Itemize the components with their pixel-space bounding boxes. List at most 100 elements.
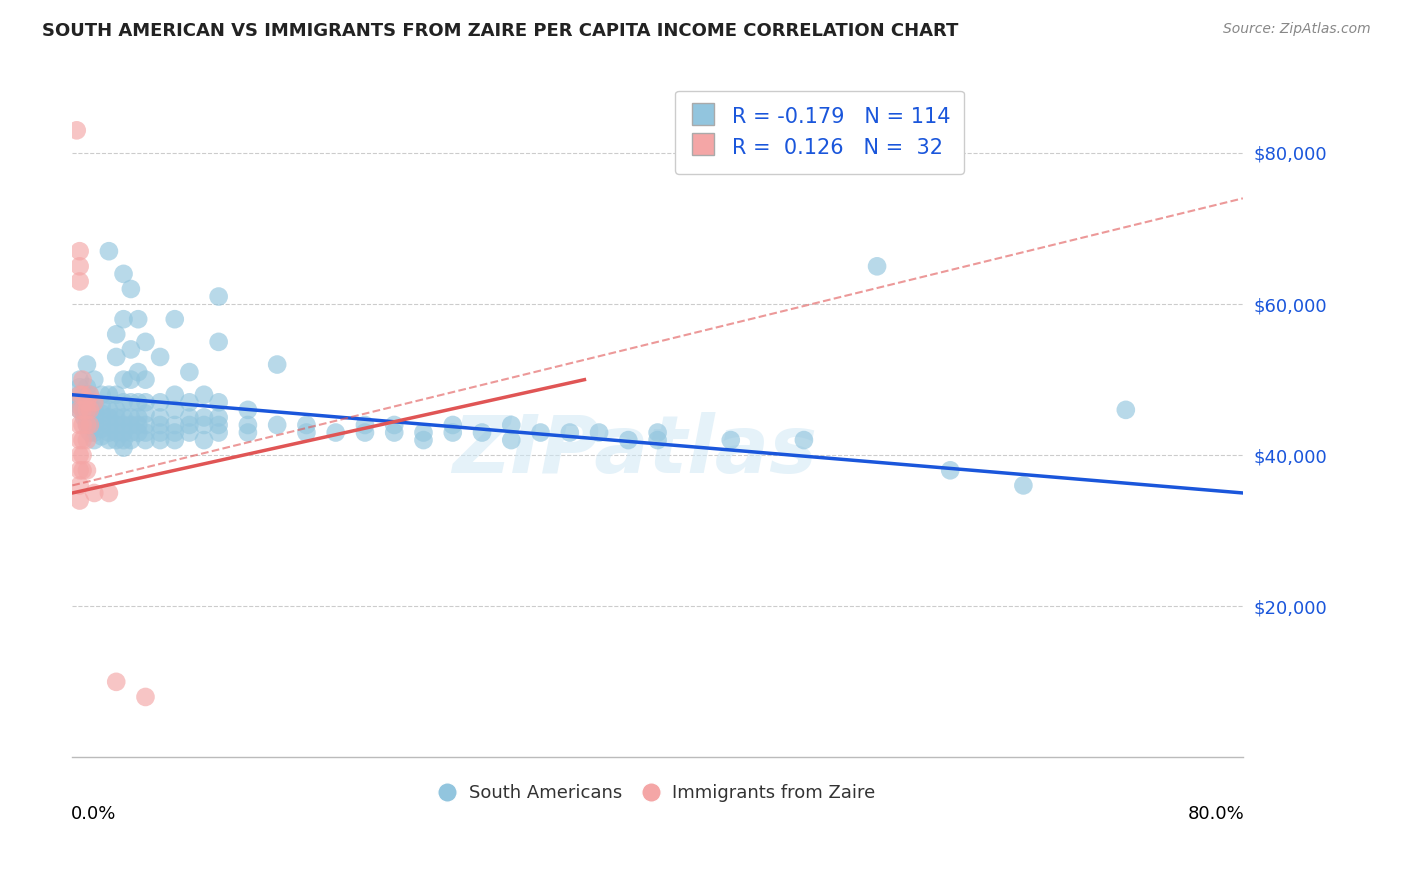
Point bbox=[79, 417, 101, 432]
Point bbox=[193, 410, 215, 425]
Point bbox=[558, 425, 581, 440]
Point bbox=[72, 402, 94, 417]
Point bbox=[72, 448, 94, 462]
Point bbox=[179, 365, 201, 379]
Point bbox=[76, 417, 98, 432]
Point bbox=[236, 417, 259, 432]
Point bbox=[69, 399, 91, 413]
Point bbox=[149, 417, 172, 432]
Point bbox=[163, 425, 186, 440]
Point bbox=[76, 433, 98, 447]
Point bbox=[647, 425, 669, 440]
Point bbox=[69, 463, 91, 477]
Point bbox=[105, 674, 128, 689]
Point bbox=[76, 380, 98, 394]
Point bbox=[76, 410, 98, 425]
Point bbox=[354, 417, 377, 432]
Point bbox=[83, 402, 105, 417]
Point bbox=[120, 373, 142, 387]
Point bbox=[939, 463, 962, 477]
Point bbox=[90, 414, 112, 428]
Point bbox=[112, 433, 135, 447]
Point bbox=[97, 417, 120, 432]
Point bbox=[793, 433, 815, 447]
Point bbox=[134, 395, 156, 409]
Point bbox=[97, 433, 120, 447]
Point bbox=[97, 244, 120, 259]
Point bbox=[120, 425, 142, 440]
Point bbox=[76, 417, 98, 432]
Point bbox=[76, 388, 98, 402]
Point bbox=[149, 425, 172, 440]
Point bbox=[97, 425, 120, 440]
Point bbox=[382, 417, 405, 432]
Point bbox=[720, 433, 742, 447]
Point bbox=[501, 433, 523, 447]
Point bbox=[69, 395, 91, 409]
Point bbox=[69, 402, 91, 417]
Point bbox=[79, 399, 101, 413]
Point bbox=[647, 433, 669, 447]
Point bbox=[69, 392, 91, 406]
Point bbox=[179, 395, 201, 409]
Point bbox=[208, 334, 231, 349]
Point bbox=[72, 373, 94, 387]
Point bbox=[120, 433, 142, 447]
Point bbox=[97, 486, 120, 500]
Point bbox=[83, 373, 105, 387]
Point bbox=[90, 422, 112, 436]
Point bbox=[90, 399, 112, 413]
Point bbox=[72, 388, 94, 402]
Point bbox=[193, 433, 215, 447]
Text: 80.0%: 80.0% bbox=[1187, 805, 1244, 823]
Text: SOUTH AMERICAN VS IMMIGRANTS FROM ZAIRE PER CAPITA INCOME CORRELATION CHART: SOUTH AMERICAN VS IMMIGRANTS FROM ZAIRE … bbox=[42, 22, 959, 40]
Point bbox=[76, 463, 98, 477]
Point bbox=[120, 343, 142, 357]
Point bbox=[529, 425, 551, 440]
Point bbox=[83, 425, 105, 440]
Point bbox=[112, 417, 135, 432]
Point bbox=[295, 417, 318, 432]
Point bbox=[76, 358, 98, 372]
Point bbox=[127, 410, 149, 425]
Point bbox=[295, 425, 318, 440]
Point bbox=[134, 433, 156, 447]
Point bbox=[79, 425, 101, 440]
Point bbox=[127, 312, 149, 326]
Point bbox=[76, 395, 98, 409]
Point bbox=[73, 395, 96, 409]
Point bbox=[83, 395, 105, 409]
Point bbox=[105, 402, 128, 417]
Point bbox=[588, 425, 610, 440]
Point bbox=[97, 402, 120, 417]
Point bbox=[69, 380, 91, 394]
Point bbox=[163, 388, 186, 402]
Point bbox=[412, 433, 434, 447]
Point bbox=[149, 433, 172, 447]
Point bbox=[72, 463, 94, 477]
Point bbox=[208, 417, 231, 432]
Point bbox=[193, 388, 215, 402]
Point bbox=[236, 425, 259, 440]
Point bbox=[76, 402, 98, 417]
Point bbox=[236, 402, 259, 417]
Point bbox=[69, 493, 91, 508]
Point bbox=[134, 334, 156, 349]
Point bbox=[441, 425, 464, 440]
Point bbox=[73, 388, 96, 402]
Point bbox=[112, 312, 135, 326]
Point bbox=[97, 388, 120, 402]
Legend: South Americans, Immigrants from Zaire: South Americans, Immigrants from Zaire bbox=[433, 777, 883, 810]
Point bbox=[79, 388, 101, 402]
Point bbox=[112, 410, 135, 425]
Point bbox=[105, 417, 128, 432]
Point bbox=[163, 433, 186, 447]
Point bbox=[105, 350, 128, 364]
Point bbox=[120, 410, 142, 425]
Point bbox=[83, 433, 105, 447]
Point bbox=[127, 395, 149, 409]
Point bbox=[72, 417, 94, 432]
Point bbox=[69, 388, 91, 402]
Point bbox=[79, 410, 101, 425]
Point bbox=[134, 425, 156, 440]
